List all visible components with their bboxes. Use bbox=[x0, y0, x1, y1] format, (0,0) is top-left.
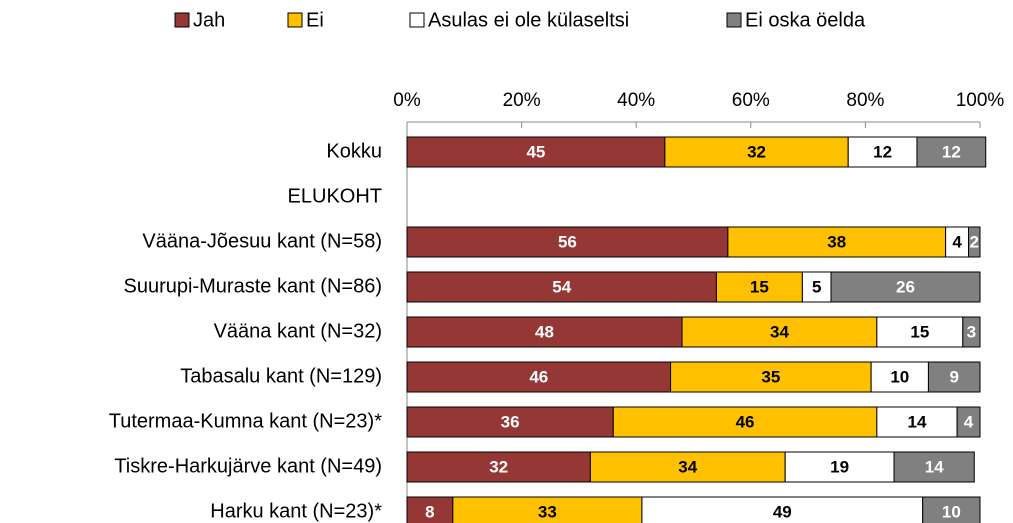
data-label: 10 bbox=[942, 502, 961, 521]
legend-label: Asulas ei ole külaseltsi bbox=[428, 9, 629, 31]
data-label: 5 bbox=[812, 277, 821, 296]
data-label: 15 bbox=[910, 322, 929, 341]
data-label: 3 bbox=[967, 322, 976, 341]
bar-segment bbox=[893, 451, 975, 483]
bar-segment bbox=[406, 271, 717, 303]
bar-segment bbox=[916, 136, 987, 168]
data-label: 33 bbox=[538, 502, 557, 521]
legend-label: Ei bbox=[306, 9, 324, 31]
data-label: 46 bbox=[736, 412, 755, 431]
data-label: 12 bbox=[942, 142, 961, 161]
data-label: 12 bbox=[873, 142, 892, 161]
legend-label: Jah bbox=[193, 9, 225, 31]
x-tick-label: 20% bbox=[503, 90, 541, 111]
data-label: 4 bbox=[952, 232, 962, 251]
bar-segment bbox=[406, 406, 614, 438]
x-tick-label: 60% bbox=[732, 90, 770, 111]
bar-segment bbox=[612, 406, 878, 438]
bar-segment bbox=[664, 136, 849, 168]
data-label: 46 bbox=[529, 367, 548, 386]
data-label: 54 bbox=[552, 277, 571, 296]
category-label: Suurupi-Muraste kant (N=86) bbox=[124, 275, 382, 297]
bar-segment bbox=[801, 271, 832, 303]
data-label: 34 bbox=[770, 322, 789, 341]
category-label: Tabasalu kant (N=129) bbox=[180, 365, 382, 387]
x-tick-label: 0% bbox=[393, 90, 421, 111]
bar-segment bbox=[927, 361, 981, 393]
data-label: 15 bbox=[750, 277, 769, 296]
bar-segment bbox=[589, 451, 786, 483]
bar-segment bbox=[670, 361, 872, 393]
data-label: 49 bbox=[773, 502, 792, 521]
bar-segment bbox=[962, 316, 981, 348]
legend-swatch bbox=[174, 12, 190, 28]
legend-swatch bbox=[287, 12, 303, 28]
category-label: Vääna-Jõesuu kant (N=58) bbox=[142, 230, 382, 252]
category-label: Kokku bbox=[326, 140, 382, 162]
data-label: 2 bbox=[970, 232, 979, 251]
bar-segment bbox=[922, 496, 981, 523]
data-label: 36 bbox=[501, 412, 520, 431]
bar-segment bbox=[406, 361, 672, 393]
bar-segment bbox=[876, 406, 958, 438]
data-label: 48 bbox=[535, 322, 554, 341]
legend-swatch bbox=[726, 12, 742, 28]
bar-segment bbox=[715, 271, 803, 303]
category-label: Tutermaa-Kumna kant (N=23)* bbox=[109, 410, 382, 432]
data-label: 34 bbox=[678, 457, 697, 476]
bar-segment bbox=[641, 496, 924, 523]
legend-label: Ei oska öelda bbox=[745, 9, 866, 31]
category-label: Tiskre-Harkujärve kant (N=49) bbox=[114, 455, 382, 477]
legend-swatch bbox=[409, 12, 425, 28]
category-label: Vääna kant (N=32) bbox=[214, 320, 382, 342]
bar-segment bbox=[968, 226, 981, 258]
data-label: 8 bbox=[425, 502, 434, 521]
bar-segment bbox=[784, 451, 895, 483]
data-label: 4 bbox=[964, 412, 974, 431]
category-label: Harku kant (N=23)* bbox=[210, 500, 382, 522]
data-label: 14 bbox=[908, 412, 927, 431]
x-tick-label: 80% bbox=[846, 90, 884, 111]
data-label: 10 bbox=[890, 367, 909, 386]
bar-segment bbox=[406, 496, 454, 523]
x-tick-label: 40% bbox=[617, 90, 655, 111]
x-tick-label: 100% bbox=[956, 90, 1005, 111]
bar-segment bbox=[406, 136, 666, 168]
bar-segment bbox=[956, 406, 981, 438]
data-label: 19 bbox=[830, 457, 849, 476]
bar-segment bbox=[727, 226, 947, 258]
data-label: 9 bbox=[949, 367, 958, 386]
data-label: 26 bbox=[896, 277, 915, 296]
category-label: ELUKOHT bbox=[288, 185, 382, 207]
data-label: 56 bbox=[558, 232, 577, 251]
data-label: 35 bbox=[761, 367, 780, 386]
bar-segment bbox=[681, 316, 878, 348]
bar-segment bbox=[452, 496, 643, 523]
data-label: 38 bbox=[827, 232, 846, 251]
bar-segment bbox=[406, 316, 683, 348]
bar-segment bbox=[830, 271, 981, 303]
data-label: 32 bbox=[747, 142, 766, 161]
data-label: 45 bbox=[526, 142, 545, 161]
data-label: 14 bbox=[925, 457, 944, 476]
data-label: 32 bbox=[489, 457, 508, 476]
